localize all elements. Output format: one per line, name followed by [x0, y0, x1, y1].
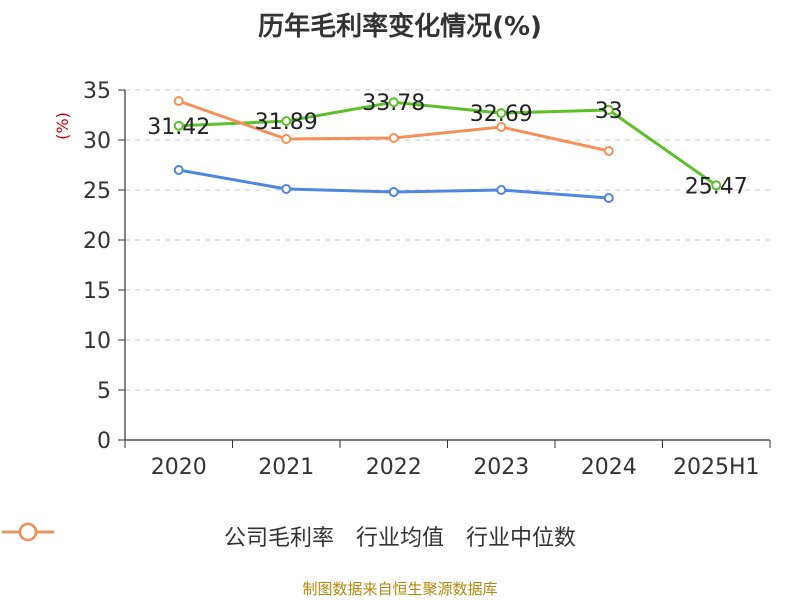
y-axis-label: (%) [53, 112, 72, 140]
legend-marker-industry-median [2, 522, 54, 542]
data-label: 31.42 [147, 115, 210, 140]
series-line-0 [178, 100, 718, 187]
y-tick-label: 35 [83, 79, 111, 104]
data-point [173, 120, 184, 131]
y-tick-label: 5 [97, 379, 111, 404]
y-tick-label: 15 [83, 279, 111, 304]
y-tick-label: 10 [83, 329, 111, 354]
x-tick-label: 2022 [366, 455, 422, 480]
source-note: 制图数据来自恒生聚源数据库 [302, 580, 498, 598]
data-label: 31.89 [255, 110, 318, 135]
data-point [711, 180, 722, 191]
y-tick-label: 20 [83, 229, 111, 254]
x-tick-label: 2020 [151, 455, 207, 480]
x-tick-label: 2024 [581, 455, 637, 480]
y-tick-label: 30 [83, 129, 111, 154]
data-label: 25.47 [685, 174, 748, 199]
legend-item-industry-median[interactable]: 行业中位数 [2, 520, 577, 552]
y-tick-label: 25 [83, 179, 111, 204]
legend-label-industry-median: 行业中位数 [466, 526, 577, 551]
data-label: 32.69 [470, 102, 533, 127]
data-point [388, 133, 399, 143]
data-point [173, 165, 184, 175]
data-point [281, 184, 292, 194]
legend-item-industry-avg[interactable]: 行业均值 [2, 520, 444, 552]
data-label: 33 [595, 99, 623, 124]
legend-item-company[interactable]: 公司毛利率 [2, 520, 334, 552]
data-point [496, 122, 507, 132]
data-point [496, 108, 507, 119]
chart-title: 历年毛利率变化情况(%) [258, 12, 542, 42]
data-point [603, 193, 614, 203]
data-point [388, 187, 399, 197]
data-point [603, 146, 614, 156]
x-tick-label: 2023 [473, 455, 529, 480]
legend: 公司毛利率 行业均值 行业中位数 [0, 520, 800, 552]
data-point [496, 185, 507, 195]
legend-label-company: 公司毛利率 [223, 526, 334, 551]
y-tick-label: 0 [97, 429, 111, 454]
data-point [281, 134, 292, 144]
x-tick-label: 2025H1 [673, 455, 760, 480]
data-point [603, 105, 614, 115]
x-tick-label: 2021 [258, 455, 314, 480]
data-label: 33.78 [362, 91, 425, 116]
data-point [173, 96, 184, 106]
legend-label-industry-avg: 行业均值 [355, 526, 444, 551]
data-point [281, 116, 292, 127]
data-point [388, 97, 399, 108]
